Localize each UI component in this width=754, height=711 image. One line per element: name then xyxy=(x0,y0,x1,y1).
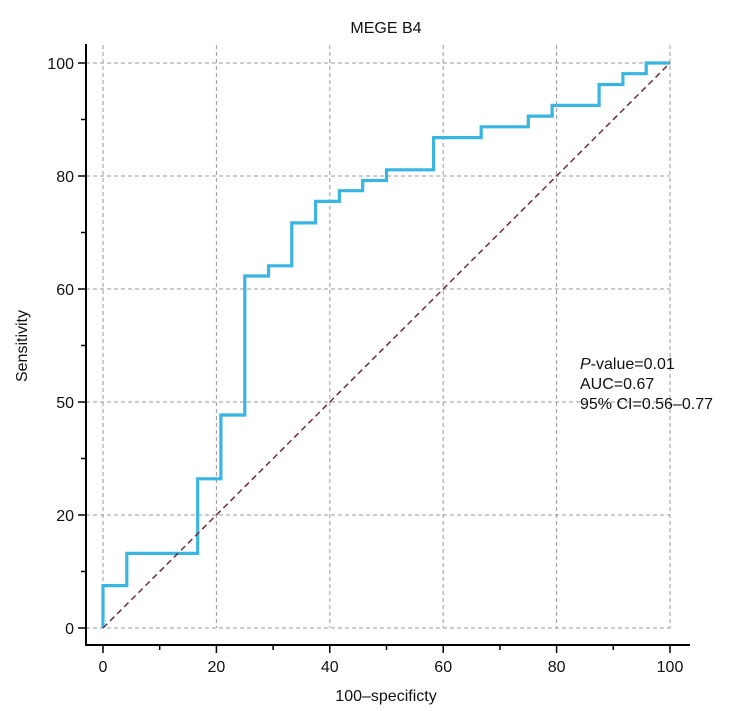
x-axis-label: 100–specificty xyxy=(335,688,436,705)
chart-title: MEGE B4 xyxy=(350,20,421,37)
x-tick-label: 20 xyxy=(208,659,226,676)
p-value-text: -value=0.01 xyxy=(590,356,675,373)
roc-curve xyxy=(101,61,670,628)
y-tick-label: 20 xyxy=(56,508,74,525)
y-tick-label: 80 xyxy=(56,169,74,186)
x-tick-label: 40 xyxy=(321,659,339,676)
ci-annotation: 95% CI=0.56–0.77 xyxy=(580,396,713,413)
axes xyxy=(78,44,690,653)
p-value-italic-label: P xyxy=(580,356,591,373)
y-tick-label: 0 xyxy=(65,621,74,638)
y-tick-label: 50 xyxy=(56,395,74,412)
x-tick-label: 100 xyxy=(657,659,684,676)
y-tick-label: 60 xyxy=(56,282,74,299)
x-tick-label: 60 xyxy=(434,659,452,676)
p-value-annotation: P-value=0.01 xyxy=(580,355,675,375)
y-axis-label: Sensitivity xyxy=(14,310,31,382)
grid xyxy=(86,45,671,629)
tick-labels: 0 20 40 60 80 100 0 20 50 60 80 100 xyxy=(47,56,683,676)
x-tick-label: 80 xyxy=(548,659,566,676)
x-tick-label: 0 xyxy=(99,659,108,676)
y-tick-label: 100 xyxy=(47,56,74,73)
auc-annotation: AUC=0.67 xyxy=(580,376,655,393)
reference-diagonal-line xyxy=(102,62,671,629)
series-layer xyxy=(101,61,671,629)
